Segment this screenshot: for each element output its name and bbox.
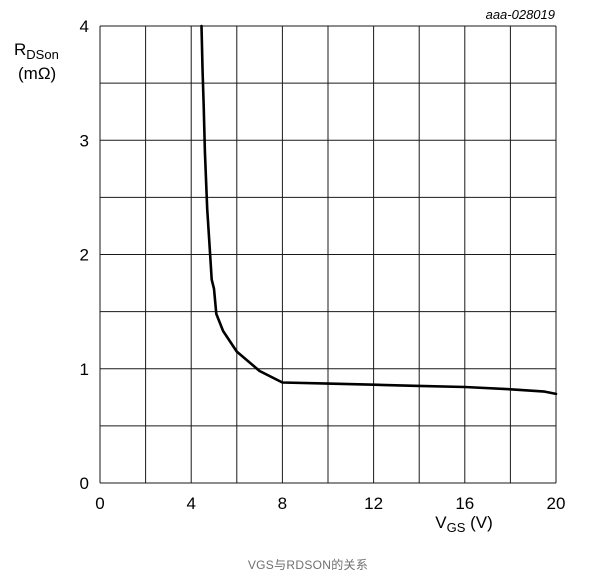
y-tick-label: 1 — [80, 360, 89, 379]
y-tick-label: 4 — [80, 17, 89, 36]
series-line — [200, 24, 558, 396]
y-tick-label: 0 — [80, 474, 89, 493]
x-tick-label: 0 — [95, 494, 104, 513]
grid — [99, 25, 557, 484]
x-tick-label: 16 — [455, 494, 474, 513]
x-axis-title: VGS (V) — [435, 513, 493, 535]
y-tick-label: 2 — [80, 246, 89, 265]
x-tick-label: 20 — [547, 494, 566, 513]
figure-id: aaa-028019 — [486, 7, 555, 22]
y-axis-title-main: R — [14, 40, 26, 59]
x-tick-label: 12 — [364, 494, 383, 513]
y-tick-label: 3 — [80, 131, 89, 150]
y-axis-title: RDSon — [14, 40, 59, 62]
x-tick-label: 8 — [278, 494, 287, 513]
x-axis-title-sub: GS — [447, 520, 466, 535]
figure-caption: VGS与RDSON的关系 — [247, 558, 369, 572]
x-axis-title-unit: (V) — [465, 513, 492, 532]
x-tick-label: 4 — [186, 494, 195, 513]
x-axis-title-main: V — [435, 513, 447, 532]
series-layer — [200, 24, 558, 396]
y-axis-title-sub: DSon — [26, 47, 59, 62]
y-axis-unit: (mΩ) — [18, 64, 56, 83]
